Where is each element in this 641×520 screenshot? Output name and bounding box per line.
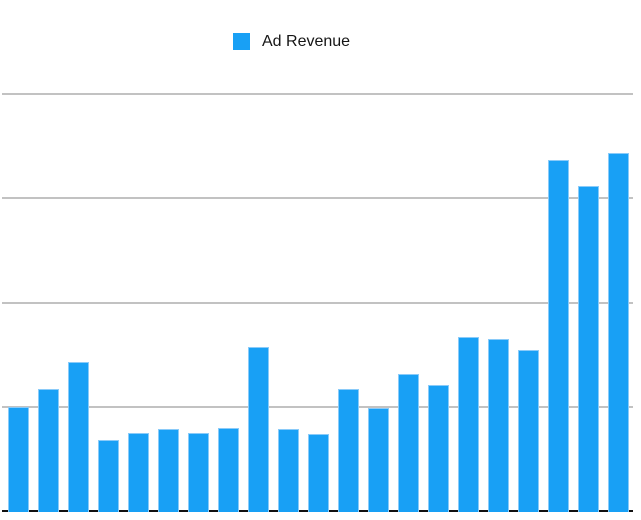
- bar[interactable]: [8, 407, 29, 512]
- bar[interactable]: [548, 160, 569, 512]
- bar[interactable]: [338, 389, 359, 512]
- legend-swatch-icon: [233, 33, 250, 50]
- legend[interactable]: Ad Revenue: [233, 32, 350, 51]
- bar[interactable]: [368, 408, 389, 512]
- bar-series: [8, 153, 629, 512]
- bar[interactable]: [248, 347, 269, 512]
- bar[interactable]: [458, 337, 479, 512]
- legend-label: Ad Revenue: [262, 33, 351, 50]
- bar[interactable]: [428, 385, 449, 512]
- bar[interactable]: [128, 433, 149, 512]
- bar[interactable]: [308, 434, 329, 512]
- bar[interactable]: [398, 374, 419, 512]
- bar[interactable]: [578, 186, 599, 512]
- gridline: [2, 93, 633, 95]
- bar[interactable]: [38, 389, 59, 512]
- gridline: [2, 197, 633, 199]
- bar[interactable]: [608, 153, 629, 512]
- bar[interactable]: [518, 350, 539, 512]
- gridline: [2, 406, 633, 408]
- gridline: [2, 302, 633, 304]
- bar[interactable]: [218, 428, 239, 512]
- bar[interactable]: [278, 429, 299, 512]
- bar[interactable]: [158, 429, 179, 512]
- bar[interactable]: [188, 433, 209, 512]
- plot-area: [2, 93, 633, 512]
- bar[interactable]: [68, 362, 89, 512]
- bar[interactable]: [98, 440, 119, 512]
- bar[interactable]: [488, 339, 509, 512]
